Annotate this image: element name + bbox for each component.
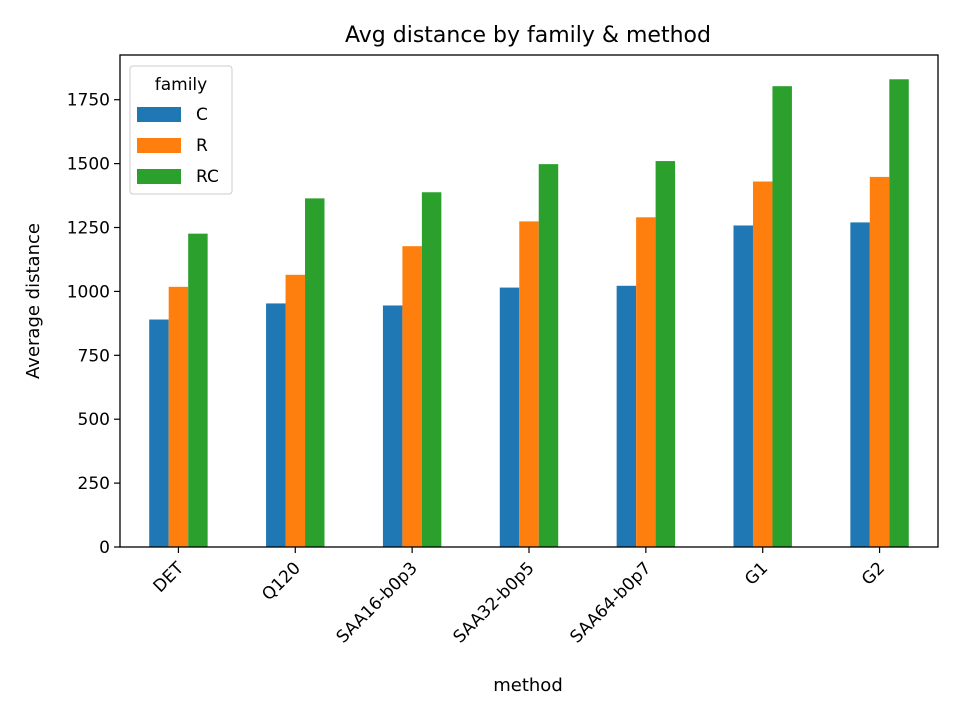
y-axis: 0 250 500 750 1000 1250 1500 1750	[67, 91, 120, 558]
bar-C-SAA32-b0p5	[499, 287, 520, 547]
y-tick-label: 0	[99, 538, 110, 558]
bar-C-DET	[149, 319, 169, 547]
bar-RC-Q120	[305, 198, 325, 547]
bar-R-SAA64-b0p7	[636, 217, 656, 548]
y-tick-label: 750	[78, 346, 110, 366]
y-tick-label: 1000	[67, 282, 110, 302]
bar-RC-SAA16-b0p3	[421, 192, 442, 547]
legend-swatch-RC	[137, 169, 181, 184]
bar-RC-SAA64-b0p7	[655, 161, 676, 547]
legend-swatch-R	[137, 138, 181, 153]
bar-C-Q120	[266, 303, 286, 547]
y-tick-label: 250	[78, 474, 110, 494]
legend-label-RC: RC	[196, 167, 219, 187]
bar-RC-DET	[188, 233, 208, 547]
plot-frame	[119, 54, 939, 548]
bar-R-SAA32-b0p5	[519, 221, 539, 547]
legend-items: CR RC	[137, 105, 219, 187]
bar-R-DET	[168, 286, 189, 547]
bars-group	[149, 79, 909, 548]
legend-title: family	[155, 75, 207, 95]
bar-C-SAA16-b0p3	[382, 305, 403, 547]
chart-title: Avg distance by family & method	[345, 23, 711, 48]
bar-RC-G2	[889, 79, 909, 547]
y-tick-label: 1750	[67, 91, 110, 111]
bar-R-SAA16-b0p3	[402, 246, 422, 547]
bar-C-SAA64-b0p7	[616, 285, 637, 547]
bar-C-G1	[733, 225, 753, 547]
legend-label-C: C	[196, 105, 208, 125]
legend-swatch-C	[137, 107, 181, 122]
x-axis-label: method	[493, 675, 563, 696]
bar-C-G2	[850, 222, 870, 547]
y-tick-label: 1500	[67, 155, 110, 175]
bar-R-Q120	[285, 274, 306, 547]
legend: family CR RC	[129, 65, 233, 195]
y-tick-label: 1250	[67, 219, 110, 239]
bar-R-G2	[869, 176, 890, 547]
bar-R-G1	[752, 181, 773, 547]
legend-label-R: R	[196, 136, 208, 156]
bar-RC-SAA32-b0p5	[538, 164, 559, 547]
legend-box	[129, 65, 233, 195]
bar-RC-G1	[772, 86, 792, 548]
y-tick-label: 500	[78, 410, 110, 430]
y-axis-label: Average distance	[23, 223, 44, 379]
